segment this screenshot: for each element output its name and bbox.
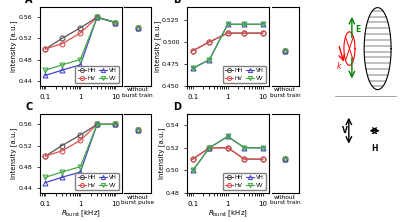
Text: B: B (173, 0, 180, 5)
X-axis label: $R_\mathrm{burst}$ [kHz]: $R_\mathrm{burst}$ [kHz] (208, 208, 248, 219)
Y-axis label: Intensity [a.u.]: Intensity [a.u.] (154, 21, 160, 72)
X-axis label: $R_\mathrm{burst}$ [kHz]: $R_\mathrm{burst}$ [kHz] (61, 208, 101, 219)
Y-axis label: Intensity [a.u.]: Intensity [a.u.] (158, 128, 164, 179)
X-axis label: without
burst train: without burst train (270, 194, 300, 205)
Text: H: H (372, 144, 378, 153)
Y-axis label: Intensity [a.u.]: Intensity [a.u.] (10, 128, 17, 179)
X-axis label: without
burst train: without burst train (122, 87, 153, 98)
Text: C: C (25, 102, 32, 112)
Legend: HH, HV, VH, VV: HH, HV, VH, VV (75, 173, 119, 190)
Text: A: A (25, 0, 33, 5)
Legend: HH, HV, VH, VV: HH, HV, VH, VV (75, 66, 119, 83)
Text: V: V (342, 126, 348, 135)
X-axis label: without
burst pulse: without burst pulse (121, 194, 154, 205)
X-axis label: without
burst train: without burst train (270, 87, 300, 98)
Text: k: k (337, 62, 342, 71)
Legend: HH, HV, VH, VV: HH, HV, VH, VV (223, 66, 266, 83)
Y-axis label: Intensity [a.u.]: Intensity [a.u.] (10, 21, 17, 72)
Text: E: E (356, 26, 361, 34)
Text: D: D (173, 102, 181, 112)
Legend: HH, HV, VH, VV: HH, HV, VH, VV (223, 173, 266, 190)
